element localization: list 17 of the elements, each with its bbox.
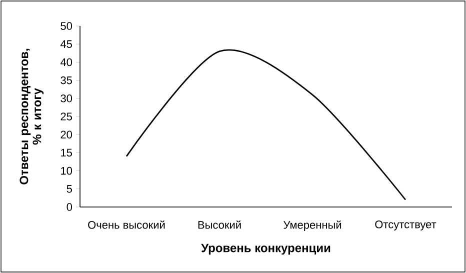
- x-tick-label: Очень высокий: [88, 220, 165, 229]
- y-tick-label: 35: [60, 76, 72, 84]
- y-tick-label: 20: [60, 130, 72, 138]
- x-tick-label: Высокий: [198, 220, 241, 229]
- y-tick-label: 0: [66, 203, 72, 211]
- x-axis-title: Уровень конкуренции: [201, 244, 330, 255]
- y-tick-label: 45: [60, 40, 72, 48]
- y-tick-label: 15: [61, 148, 72, 157]
- x-tick-label: Отсутствует: [375, 220, 436, 230]
- y-tick-label: 30: [60, 94, 72, 102]
- y-tick-label: 10: [61, 166, 72, 175]
- y-tick-label: 40: [60, 58, 72, 66]
- x-tick-label: Умеренный: [283, 220, 342, 231]
- y-tick-label: 25: [60, 112, 72, 120]
- y-tick-label: 5: [66, 185, 72, 193]
- y-tick-label: 50: [60, 22, 72, 30]
- y-axis-title: Ответы респондентов, % к итогу: [20, 48, 44, 184]
